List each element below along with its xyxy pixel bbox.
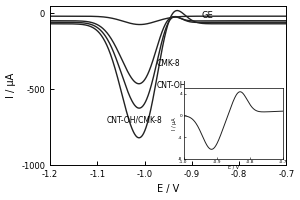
Y-axis label: I / μA: I / μA [6, 73, 16, 98]
Text: CNT-OH/CMK-8: CNT-OH/CMK-8 [107, 116, 162, 125]
Text: GE: GE [201, 11, 213, 20]
Text: CNT-OH: CNT-OH [156, 81, 186, 90]
X-axis label: E / V: E / V [157, 184, 179, 194]
Text: CMK-8: CMK-8 [156, 59, 180, 68]
